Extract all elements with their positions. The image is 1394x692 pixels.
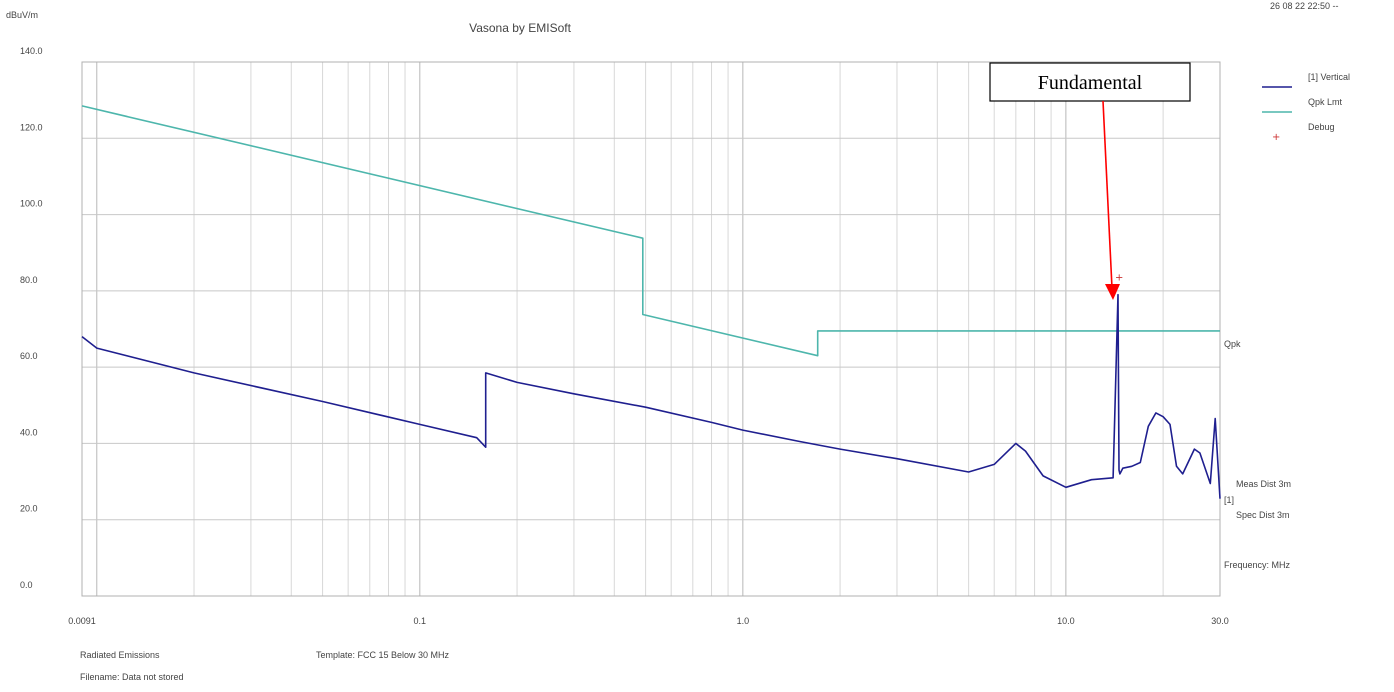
y-tick-labels: 140.0 120.0 100.0 80.0 60.0 40.0 20.0 0.0	[20, 46, 43, 590]
y-tick-label: 80.0	[20, 275, 38, 285]
y-tick-label: 100.0	[20, 199, 43, 209]
frequency-unit-label: Frequency: MHz	[1224, 560, 1291, 570]
series-line-0	[81, 105, 1220, 357]
y-tick-label: 40.0	[20, 427, 38, 437]
meas-dist-label: Meas Dist 3m	[1236, 479, 1291, 489]
legend: [1] Vertical Qpk Lmt + Debug	[1262, 72, 1350, 143]
callout-arrowhead	[1105, 284, 1120, 300]
callout-arrow	[1102, 100, 1113, 289]
callout-text: Fundamental	[1038, 72, 1143, 94]
timestamp: 26 08 22 22:50 --	[1270, 1, 1339, 11]
y-tick-label: 0.0	[20, 580, 33, 590]
legend-label: Qpk Lmt	[1308, 97, 1343, 107]
markers-layer: +	[1115, 273, 1123, 284]
footer-filename: Filename: Data not stored	[80, 672, 184, 682]
series-layer	[81, 105, 1221, 499]
footer-test-name: Radiated Emissions	[80, 650, 160, 660]
plot-frame	[81, 61, 1221, 597]
legend-label: [1] Vertical	[1308, 72, 1350, 82]
legend-marker: +	[1272, 132, 1280, 143]
x-tick-label: 30.0	[1211, 616, 1229, 626]
fundamental-callout: Fundamental	[989, 62, 1191, 300]
trace-tag: [1]	[1224, 495, 1234, 505]
plot-grid	[82, 61, 1221, 597]
x-tick-labels: 0.0091 0.1 1.0 10.0 30.0	[68, 616, 1229, 626]
y-tick-label: 20.0	[20, 504, 38, 514]
y-tick-label: 120.0	[20, 122, 43, 132]
x-tick-label: 0.0091	[68, 616, 96, 626]
x-tick-label: 0.1	[414, 616, 427, 626]
y-tick-label: 140.0	[20, 46, 43, 56]
footer-template: Template: FCC 15 Below 30 MHz	[316, 650, 450, 660]
y-tick-label: 60.0	[20, 351, 38, 361]
debug-marker: +	[1115, 273, 1123, 284]
spec-dist-label: Spec Dist 3m	[1236, 510, 1290, 520]
chart-title: Vasona by EMISoft	[469, 21, 571, 35]
y-unit-label: dBuV/m	[6, 10, 38, 20]
limit-tag: Qpk	[1224, 339, 1241, 349]
callout-box	[989, 62, 1191, 102]
legend-label: Debug	[1308, 122, 1335, 132]
x-tick-label: 1.0	[737, 616, 750, 626]
series-line-1	[81, 293, 1221, 499]
x-tick-label: 10.0	[1057, 616, 1075, 626]
